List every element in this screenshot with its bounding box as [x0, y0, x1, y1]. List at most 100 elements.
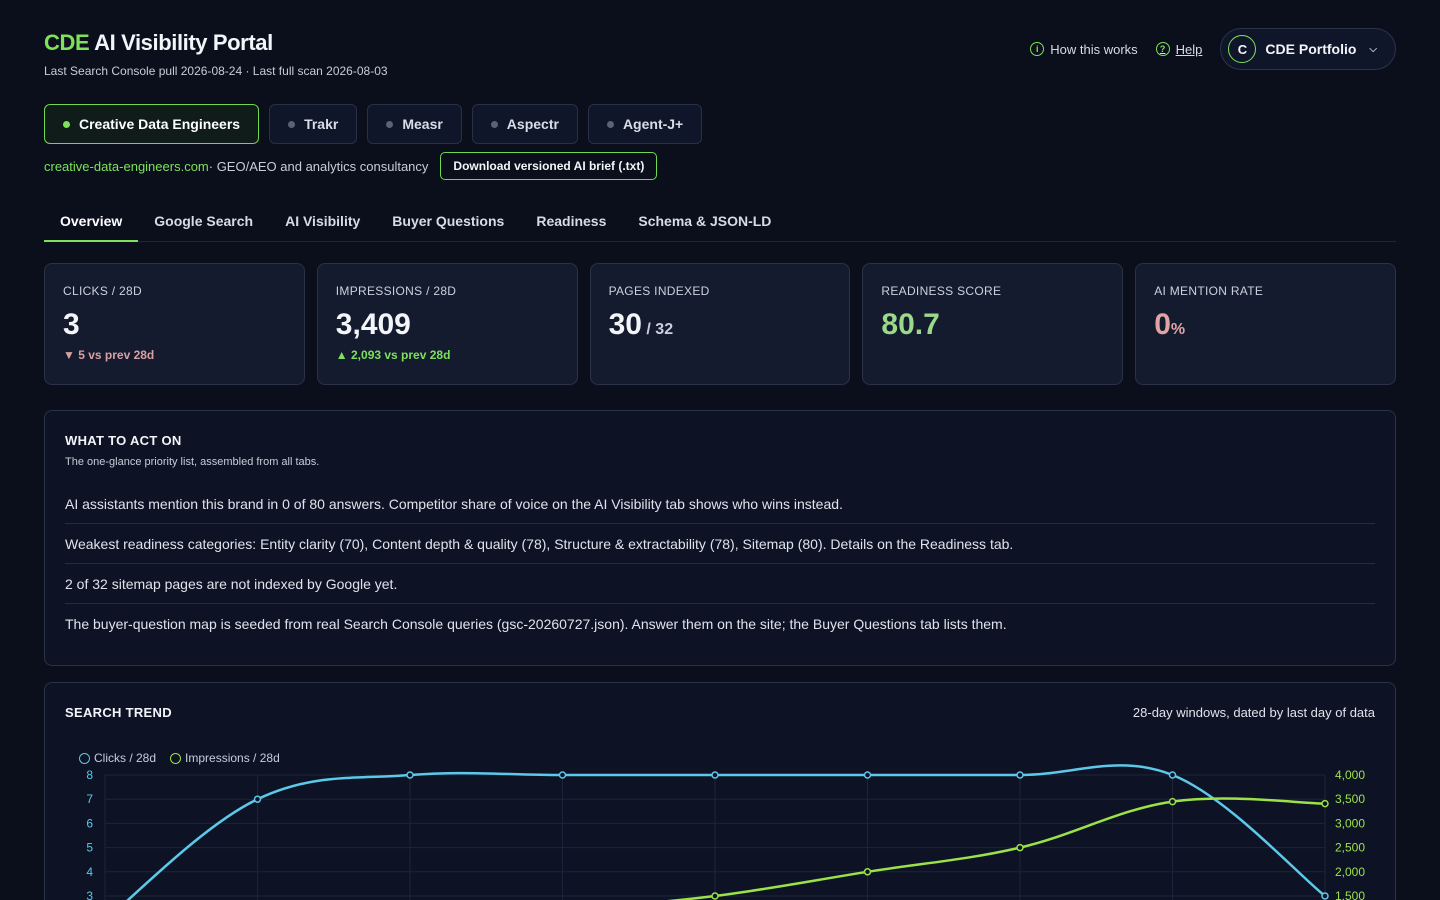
kpi-card-impressions: Impressions / 28d 3,409 ▲ 2,093 vs prev …	[316, 263, 578, 385]
y-right-tick-label: 1,500	[1335, 889, 1365, 900]
project-tab-agent-j[interactable]: Agent-J+	[587, 104, 703, 144]
status-dot-icon	[63, 120, 70, 128]
data-point	[558, 771, 567, 779]
kpi-value: 3	[63, 308, 286, 342]
y-left-tick-label: 4	[86, 865, 93, 879]
status-dot-icon	[386, 120, 394, 128]
project-tab-trakr[interactable]: Trakr	[269, 104, 358, 144]
y-right-tick-label: 2,000	[1335, 865, 1365, 879]
project-tab-label: Trakr	[304, 116, 339, 132]
kpi-value: 0%	[1154, 308, 1377, 342]
y-right-tick-label: 3,500	[1335, 792, 1365, 806]
list-item: 2 of 32 sitemap pages are not indexed by…	[65, 564, 1375, 604]
list-item: Weakest readiness categories: Entity cla…	[65, 524, 1375, 564]
how-this-works-link[interactable]: i How this works	[1030, 41, 1138, 57]
status-dot-icon	[288, 120, 296, 128]
list-item: The buyer-question map is seeded from re…	[65, 616, 1007, 632]
section-title: SEARCH TREND	[65, 705, 172, 720]
kpi-label: Impressions / 28d	[335, 284, 457, 298]
tab-buyer-questions[interactable]: Buyer Questions	[392, 213, 505, 229]
legend-item-impressions[interactable]: Impressions / 28d	[170, 751, 280, 765]
search-trend-chart: 8 7 6 5 4 3 4,000 3,500 3,000 2,500 2,000 1,500	[86, 764, 1365, 900]
help-link[interactable]: ? Help	[1155, 41, 1203, 57]
kpi-value: 80.7	[881, 308, 1104, 342]
trend-note: 28-day windows, dated by last day of dat…	[1132, 705, 1375, 720]
info-icon: i	[1030, 42, 1045, 56]
kpi-value: 3,409	[336, 308, 559, 342]
help-label: Help	[1175, 41, 1203, 57]
project-tab-creative-data-engineers[interactable]: Creative Data Engineers	[44, 104, 260, 144]
portfolio-switcher[interactable]: C CDE Portfolio ⌵	[1220, 28, 1396, 70]
project-tab-label: Measr	[402, 116, 443, 132]
kpi-card-clicks: Clicks / 28d 3 ▼ 5 vs prev 28d	[44, 263, 305, 385]
data-point	[711, 892, 719, 900]
kpi-number: 30	[608, 308, 642, 341]
data-point	[1321, 799, 1329, 808]
data-point	[1016, 843, 1024, 852]
data-point	[863, 771, 872, 779]
y-left-tick-label: 8	[86, 768, 93, 782]
avatar: C	[1228, 35, 1257, 63]
portfolio-label: CDE Portfolio	[1265, 41, 1357, 57]
domain-line: creative-data-engineers.com · GEO/AEO an…	[44, 152, 658, 180]
kpi-number: 3,409	[335, 308, 411, 341]
kpi-suffix: %	[1170, 321, 1186, 338]
header: CDE AI Visibility Portal Last Search Con…	[44, 30, 388, 78]
y-left-tick-label: 5	[86, 841, 93, 855]
data-point	[406, 771, 414, 779]
tab-readiness[interactable]: Readiness	[536, 213, 607, 229]
project-tab-aspectr[interactable]: Aspectr	[471, 104, 578, 144]
question-icon: ?	[1155, 42, 1170, 56]
kpi-card-pages-indexed: Pages indexed 30 / 32	[589, 263, 851, 385]
kpi-label: Pages indexed	[608, 284, 710, 298]
section-title: WHAT TO ACT ON	[65, 433, 182, 448]
kpi-label: AI mention rate	[1154, 284, 1264, 298]
y-right-tick-label: 2,500	[1335, 841, 1365, 855]
kpi-value: 30 / 32	[609, 308, 832, 342]
legend-label: Clicks / 28d	[94, 751, 157, 765]
y-left-tick-label: 6	[86, 816, 93, 830]
tab-ai-visibility[interactable]: AI Visibility	[285, 213, 361, 229]
status-dot-icon	[606, 120, 614, 128]
data-point	[253, 795, 262, 803]
data-point	[1168, 771, 1177, 779]
kpi-delta: ▼ 5 vs prev 28d	[63, 348, 155, 362]
top-right-actions: i How this works ? Help C CDE Portfolio …	[1030, 28, 1396, 70]
kpi-delta: ▲ 2,093 vs prev 28d	[335, 348, 451, 362]
status-dot-icon	[490, 120, 498, 128]
project-tab-label: Aspectr	[506, 116, 559, 132]
data-point	[863, 868, 872, 876]
tab-google-search[interactable]: Google Search	[154, 213, 254, 229]
data-point	[1168, 797, 1177, 806]
tab-overview[interactable]: Overview	[44, 201, 139, 242]
search-trend-panel: 8 7 6 5 4 3 4,000 3,500 3,000 2,500 2,000 1,500 SEA…	[44, 682, 1396, 900]
last-pull-info: Last Search Console pull 2026-08-24 · La…	[44, 64, 388, 78]
project-tabs: Creative Data Engineers Trakr Measr Aspe…	[44, 104, 703, 144]
data-point	[1016, 771, 1024, 779]
kpi-row: Clicks / 28d 3 ▼ 5 vs prev 28d Impressio…	[44, 263, 1396, 385]
project-tab-measr[interactable]: Measr	[367, 104, 462, 144]
domain-link[interactable]: creative-data-engineers.com	[44, 158, 209, 174]
y-left-tick-label: 3	[86, 889, 93, 900]
y-left-tick-label: 7	[86, 792, 93, 806]
kpi-number: 3	[63, 308, 80, 341]
legend-label: Impressions / 28d	[185, 751, 280, 765]
brand-accent: CDE	[44, 30, 90, 55]
action-list: AI assistants mention this brand in 0 of…	[65, 484, 1375, 644]
kpi-suffix: / 32	[641, 321, 674, 338]
data-point	[1321, 892, 1329, 900]
section-tabs: Overview Google Search AI Visibility Buy…	[44, 201, 1396, 242]
how-this-works-label: How this works	[1050, 41, 1138, 57]
tab-schema-json-ld[interactable]: Schema & JSON-LD	[638, 213, 772, 229]
y-right-tick-label: 4,000	[1335, 768, 1365, 782]
legend-item-clicks[interactable]: Clicks / 28d	[79, 751, 156, 765]
kpi-label: Clicks / 28d	[63, 284, 142, 298]
kpi-label: Readiness score	[881, 284, 1002, 298]
brand-name: AI Visibility Portal	[94, 30, 273, 55]
download-brief-button[interactable]: Download versioned AI brief (.txt)	[440, 152, 658, 180]
kpi-card-ai-mention-rate: AI mention rate 0%	[1135, 263, 1396, 385]
what-to-act-on-panel: WHAT TO ACT ON The one-glance priority l…	[44, 410, 1396, 666]
chart-legend: Clicks / 28d Impressions / 28d	[79, 751, 280, 765]
data-point	[711, 771, 719, 779]
kpi-number: 0	[1154, 308, 1171, 341]
